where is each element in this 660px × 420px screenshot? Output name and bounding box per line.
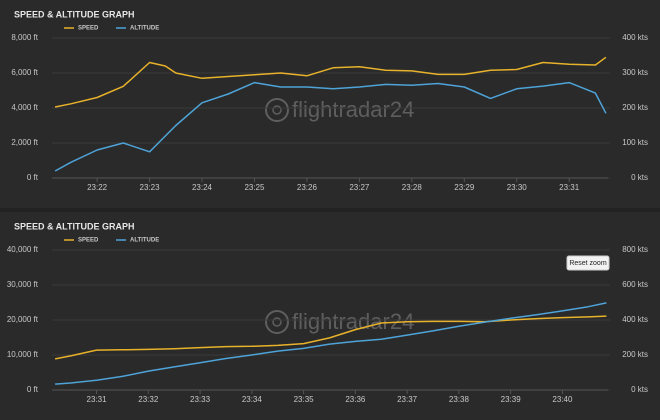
x-tick-label: 23:22 (87, 183, 108, 192)
y-tick-label: 20,000 ft (7, 315, 39, 324)
x-tick-label: 23:37 (397, 395, 418, 404)
y2-tick-label: 100 kts (622, 138, 648, 147)
reset-zoom-button[interactable]: Reset zoom (566, 255, 610, 271)
x-tick-label: 23:38 (449, 395, 470, 404)
x-tick-label: 23:31 (559, 183, 580, 192)
y2-tick-label: 0 kts (631, 385, 648, 394)
y2-tick-label: 800 kts (622, 245, 648, 254)
watermark: flightradar24 (292, 97, 414, 122)
chart-title: SPEED & ALTITUDE GRAPH (14, 221, 135, 231)
legend-label: ALTITUDE (130, 238, 159, 244)
y-tick-label: 30,000 ft (7, 280, 39, 289)
x-tick-label: 23:33 (190, 395, 211, 404)
x-tick-label: 23:26 (297, 183, 318, 192)
x-tick-label: 23:28 (402, 183, 423, 192)
watermark-icon (272, 105, 282, 115)
x-tick-label: 23:23 (140, 183, 161, 192)
y-tick-label: 0 ft (27, 173, 39, 182)
y2-tick-label: 600 kts (622, 280, 648, 289)
y2-tick-label: 400 kts (622, 315, 648, 324)
y-tick-label: 10,000 ft (7, 350, 39, 359)
y-tick-label: 4,000 ft (11, 103, 38, 112)
legend-label: SPEED (78, 26, 99, 32)
y-tick-label: 0 ft (27, 385, 39, 394)
x-tick-label: 23:27 (349, 183, 370, 192)
series-line (54, 56, 607, 108)
chart-title: SPEED & ALTITUDE GRAPH (14, 9, 135, 19)
x-tick-label: 23:25 (244, 183, 265, 192)
x-tick-label: 23:31 (87, 395, 108, 404)
y-tick-label: 6,000 ft (11, 68, 38, 77)
watermark-icon (265, 310, 289, 334)
x-tick-label: 23:34 (242, 395, 263, 404)
y2-tick-label: 300 kts (622, 68, 648, 77)
x-tick-label: 23:36 (345, 395, 366, 404)
y2-tick-label: 0 kts (631, 173, 648, 182)
watermark-icon (265, 98, 289, 122)
series-line (55, 302, 607, 385)
button-bg[interactable] (566, 255, 610, 271)
x-tick-label: 23:40 (552, 395, 573, 404)
x-tick-label: 23:35 (294, 395, 315, 404)
y-tick-label: 40,000 ft (7, 245, 39, 254)
legend-label: ALTITUDE (130, 26, 159, 32)
x-tick-label: 23:24 (192, 183, 213, 192)
y-tick-label: 2,000 ft (11, 138, 38, 147)
y2-tick-label: 200 kts (622, 350, 648, 359)
y2-tick-label: 400 kts (622, 33, 648, 42)
x-tick-label: 23:30 (507, 183, 528, 192)
y-tick-label: 8,000 ft (11, 33, 38, 42)
y2-tick-label: 200 kts (622, 103, 648, 112)
series-line (54, 315, 607, 360)
button-label[interactable]: Reset zoom (569, 260, 607, 267)
legend-label: SPEED (78, 238, 99, 244)
watermark-icon (272, 317, 282, 327)
x-tick-label: 23:29 (454, 183, 475, 192)
x-tick-label: 23:39 (501, 395, 522, 404)
series-line (54, 81, 607, 172)
x-tick-label: 23:32 (138, 395, 159, 404)
